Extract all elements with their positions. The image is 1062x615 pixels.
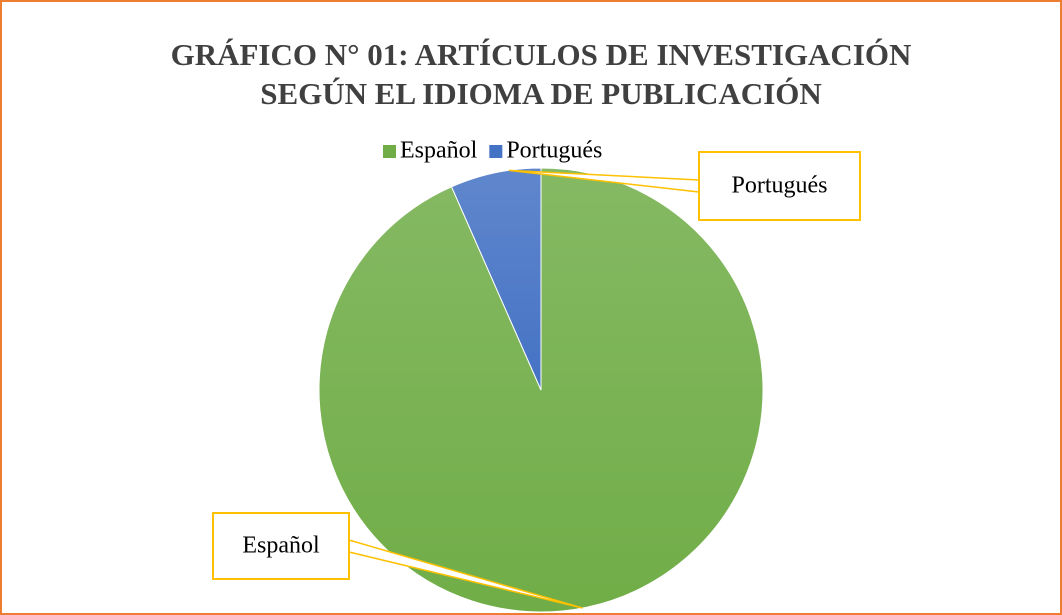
pie: [318, 167, 764, 613]
legend-swatch: [383, 145, 396, 158]
chart-title: GRÁFICO N° 01: ARTÍCULOS DE INVESTIGACIÓ…: [171, 37, 912, 72]
callouts: Español Portugués: [212, 151, 861, 609]
chart-title: SEGÚN EL IDIOMA DE PUBLICACIÓN: [260, 76, 822, 111]
legend-label: Portugués: [506, 138, 602, 164]
legend: Español Portugués: [383, 138, 602, 164]
pie-slice: [450, 167, 542, 391]
data-label: Portugués: [732, 173, 828, 199]
legend-label: Español: [400, 138, 478, 164]
legend-swatch: [489, 145, 503, 158]
callout-box: [212, 512, 350, 580]
callout-box: [698, 151, 861, 221]
data-label: Español: [242, 533, 320, 559]
